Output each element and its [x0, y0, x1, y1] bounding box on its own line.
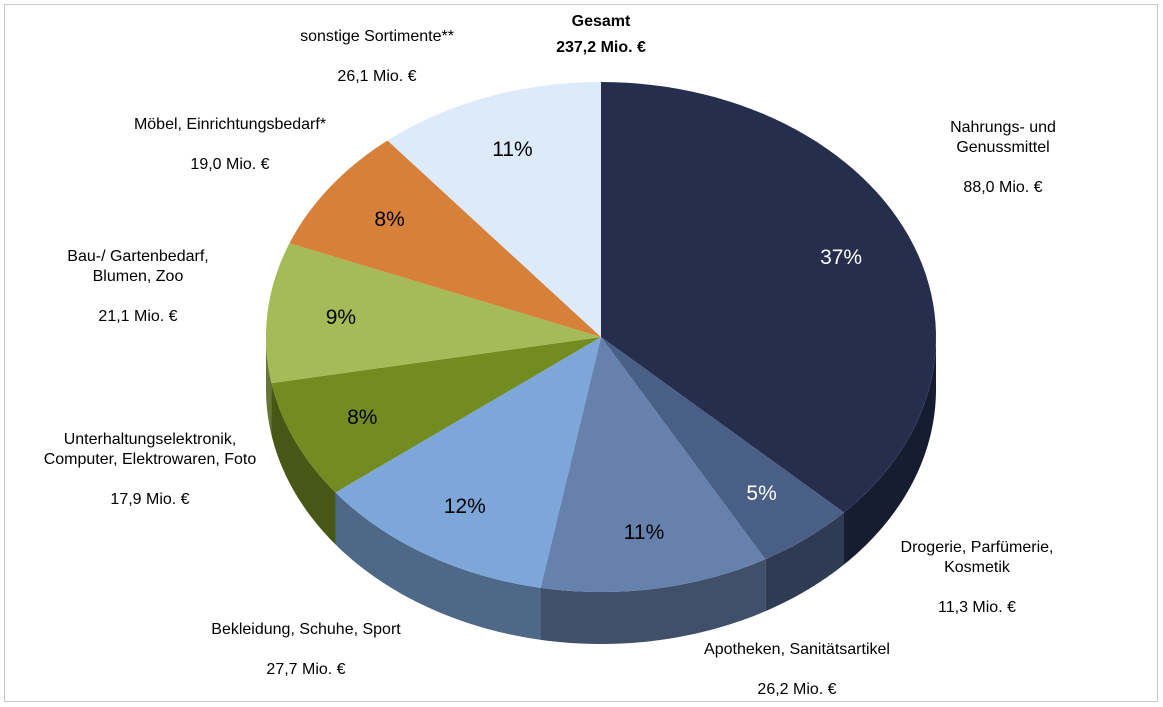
slice-label: Drogerie, Parfümerie, Kosmetik — [900, 539, 1054, 576]
value-label: 19,0 Mio. € — [190, 156, 270, 173]
slice — [601, 82, 936, 513]
chart-subtitle: 237,2 Mio. € — [556, 39, 646, 56]
slice — [601, 337, 844, 560]
slice-side — [540, 559, 766, 644]
slice-label: Möbel, Einrichtungsbedarf* — [133, 116, 327, 133]
slice — [387, 82, 601, 337]
value-label: 21,1 Mio. € — [98, 308, 178, 325]
slice-side — [765, 512, 844, 612]
percent-label: 9% — [325, 305, 357, 329]
percent-label: 8% — [374, 208, 405, 232]
value-label: 27,7 Mio. € — [266, 661, 346, 678]
percent-label: 12% — [443, 494, 486, 518]
slice-label: Nahrungs- und Genussmittel — [950, 119, 1056, 156]
slice — [266, 243, 601, 384]
slice-side — [266, 337, 272, 436]
value-label: 26,1 Mio. € — [337, 68, 417, 85]
value-label: 17,9 Mio. € — [110, 491, 190, 508]
percent-label: 5% — [746, 481, 777, 505]
slice-side — [843, 337, 936, 565]
slice-label: Bau-/ Gartenbedarf, Blumen, Zoo — [67, 248, 209, 285]
percent-label: 37% — [820, 246, 863, 270]
chart-title: Gesamt — [571, 13, 631, 30]
percent-label: 8% — [347, 405, 378, 429]
value-label: 88,0 Mio. € — [963, 179, 1043, 196]
value-label: 11,3 Mio. € — [938, 599, 1016, 616]
slice-side — [271, 383, 336, 545]
slice-label: sonstige Sortimente** — [300, 28, 454, 45]
percent-label: 11% — [623, 521, 665, 545]
slice — [271, 337, 601, 493]
slice — [335, 337, 601, 588]
slice-label: Unterhaltungselektronik, Computer, Elekt… — [43, 431, 257, 468]
slice — [289, 140, 601, 337]
value-label: 26,2 Mio. € — [757, 681, 837, 698]
slice-label: Apotheken, Sanitätsartikel — [704, 641, 890, 658]
slice-label: Bekleidung, Schuhe, Sport — [211, 621, 401, 638]
percent-label: 11% — [492, 137, 533, 161]
slice — [540, 337, 766, 592]
slice-side — [335, 492, 541, 640]
frame — [4, 4, 1158, 702]
